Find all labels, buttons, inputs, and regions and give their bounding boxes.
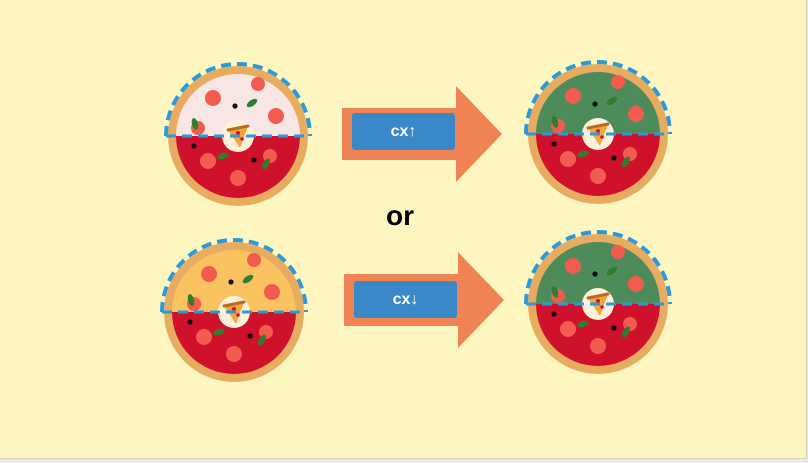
basil-leaf xyxy=(246,98,258,108)
pepperoni xyxy=(201,266,217,282)
olive xyxy=(551,311,557,317)
basil-leaf xyxy=(577,320,589,328)
pepperoni xyxy=(268,108,284,124)
olive xyxy=(592,101,598,107)
basil-leaf xyxy=(622,156,630,168)
pepperoni xyxy=(251,77,265,91)
top-half xyxy=(172,250,296,312)
basil-leaf xyxy=(213,328,225,336)
cut-arc xyxy=(160,238,308,313)
olive xyxy=(611,325,617,331)
or-label: or xyxy=(386,200,414,231)
basil-leaf xyxy=(622,326,630,338)
pepperoni xyxy=(611,75,625,89)
olive xyxy=(228,279,234,285)
pizza-after-2 xyxy=(524,230,672,374)
basil-leaf xyxy=(606,96,618,106)
pepperoni xyxy=(565,88,581,104)
olive xyxy=(611,155,617,161)
olive xyxy=(232,103,238,109)
pepperoni xyxy=(205,90,221,106)
pepperoni xyxy=(628,106,644,122)
cut-arc xyxy=(524,60,672,135)
top-half xyxy=(536,242,660,304)
pepperoni xyxy=(565,258,581,274)
top-half xyxy=(536,72,660,134)
pepperoni xyxy=(200,153,216,169)
basil-leaf xyxy=(191,118,199,130)
basil-leaf xyxy=(606,266,618,276)
pepperoni xyxy=(264,284,280,300)
pizza-after-1 xyxy=(524,60,672,204)
arrow-label-1: cx↑ xyxy=(352,113,455,150)
basil-leaf xyxy=(187,294,195,306)
basil-leaf xyxy=(262,158,270,170)
basil-leaf xyxy=(258,334,266,346)
basil-leaf xyxy=(577,150,589,158)
pepperoni xyxy=(590,168,606,184)
pepperoni xyxy=(230,170,246,186)
pepperoni xyxy=(590,338,606,354)
cut-arc xyxy=(164,62,312,137)
basil-leaf xyxy=(217,152,229,160)
pepperoni xyxy=(628,276,644,292)
pizza-before-2 xyxy=(160,238,308,382)
olive xyxy=(247,333,253,339)
cut-arc xyxy=(524,230,672,305)
pepperoni xyxy=(226,346,242,362)
olive xyxy=(551,141,557,147)
olive xyxy=(191,143,197,149)
arrow-label-2: cx↓ xyxy=(354,281,457,318)
olive xyxy=(251,157,257,163)
basil-leaf xyxy=(551,286,559,298)
olive xyxy=(592,271,598,277)
pepperoni xyxy=(611,245,625,259)
pizza-before-1 xyxy=(164,62,312,206)
top-half xyxy=(176,74,300,136)
pepperoni xyxy=(247,253,261,267)
pepperoni xyxy=(196,329,212,345)
basil-leaf xyxy=(242,274,254,284)
pepperoni xyxy=(560,151,576,167)
basil-leaf xyxy=(551,116,559,128)
olive xyxy=(187,319,193,325)
pepperoni xyxy=(560,321,576,337)
